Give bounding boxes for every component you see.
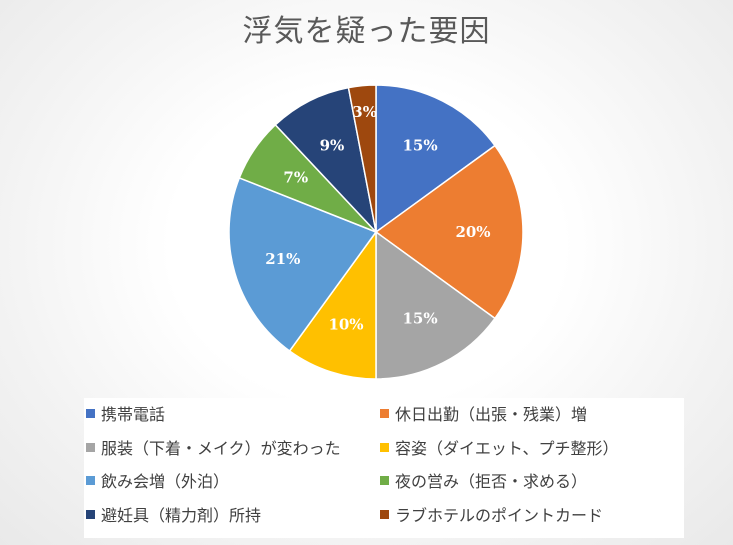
pie-slice-love-hotel-card <box>347 84 377 233</box>
legend: 携帯電話 休日出勤（出張・残業）増服装（下着・メイク）が変わった 容姿（ダイエット、… <box>84 398 684 538</box>
legend-item-love-hotel-card: ラブホテルのポイントカード <box>380 502 603 526</box>
data-label-clothing: 15% <box>402 309 437 327</box>
legend-swatch <box>380 442 389 452</box>
data-label-love-hotel-card: 3% <box>352 103 377 121</box>
legend-item-intimacy: 夜の営み（拒否・求める） <box>380 468 587 492</box>
chart-title: 浮気を疑った要因 <box>242 14 491 49</box>
legend-swatch <box>86 442 95 452</box>
legend-swatch <box>380 475 389 485</box>
data-label-intimacy: 7% <box>283 168 308 186</box>
legend-label: 飲み会増（外泊） <box>101 472 230 491</box>
legend-label: 携帯電話 <box>101 405 166 424</box>
legend-label: 避妊具（精力剤）所持 <box>101 506 262 525</box>
legend-swatch <box>86 509 95 519</box>
data-label-appearance: 10% <box>328 315 363 333</box>
legend-swatch <box>86 408 95 418</box>
legend-label: 容姿（ダイエット、プチ整形） <box>395 439 619 458</box>
legend-label: 服装（下着・メイク）が変わった <box>101 439 341 458</box>
legend-item-holiday-work: 休日出勤（出張・残業）増 <box>380 401 587 425</box>
legend-item-contraceptive: 避妊具（精力剤）所持 <box>86 502 261 526</box>
legend-swatch <box>380 408 389 418</box>
legend-label: ラブホテルのポイントカード <box>395 506 604 525</box>
legend-swatch <box>86 475 95 485</box>
legend-item-drinking: 飲み会増（外泊） <box>86 468 229 492</box>
legend-swatch <box>380 509 389 519</box>
pie-slice-holiday-work <box>374 144 524 320</box>
legend-label: 夜の営み（拒否・求める） <box>395 472 588 491</box>
pie-slice-appearance <box>288 229 377 380</box>
pie-slice-clothing <box>375 230 496 380</box>
data-label-holiday-work: 20% <box>455 223 490 241</box>
data-label-contraceptive: 9% <box>320 137 345 155</box>
legend-item-appearance: 容姿（ダイエット、プチ整形） <box>380 435 619 459</box>
legend-label: 休日出勤（出張・残業）増 <box>395 405 588 424</box>
data-label-phone: 15% <box>402 137 437 155</box>
data-label-drinking: 21% <box>265 250 300 268</box>
legend-item-clothing: 服装（下着・メイク）が変わった <box>86 435 341 459</box>
pie-slice-contraceptive <box>274 86 378 235</box>
legend-item-phone: 携帯電話 <box>86 401 165 425</box>
pie-slice-phone <box>375 84 496 234</box>
pie-slice-drinking <box>228 176 378 352</box>
